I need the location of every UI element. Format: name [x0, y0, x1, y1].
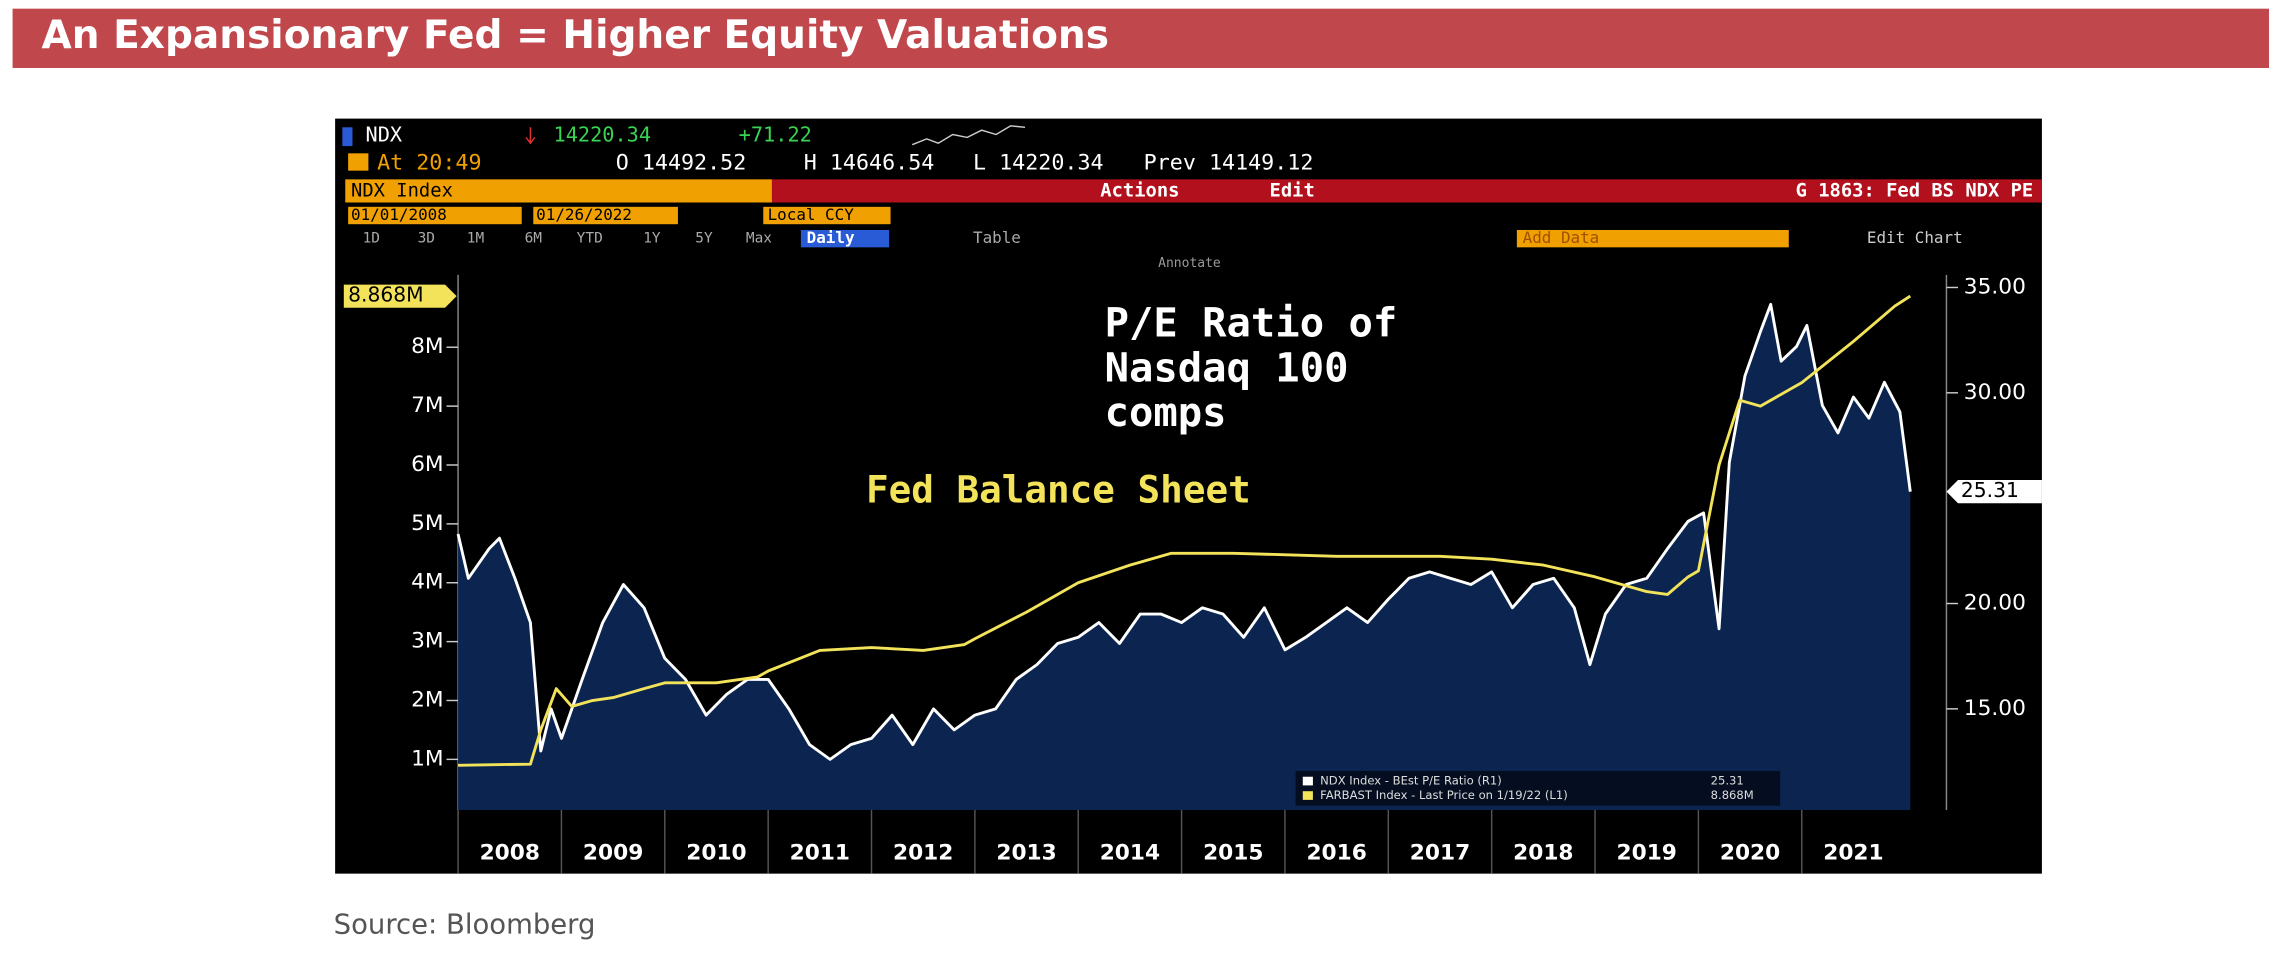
security-bar: [345, 179, 772, 203]
actions-menu[interactable]: Actions: [1100, 180, 1179, 201]
series-line: [456, 302, 1912, 761]
start-date: 01/01/2008: [351, 205, 447, 224]
security-name: NDX Index: [351, 180, 453, 201]
end-date-box[interactable]: [533, 206, 678, 225]
annotation: Nasdaq 100: [1105, 343, 1349, 391]
currency-box[interactable]: [763, 206, 891, 225]
y2-tick-label: 30.00: [1964, 380, 2026, 405]
annotation: comps: [1105, 388, 1227, 436]
range-button[interactable]: YTD: [577, 231, 603, 247]
edit-menu[interactable]: Edit: [1270, 180, 1315, 201]
annotation: P/E Ratio of: [1105, 298, 1398, 346]
series-area: [458, 304, 1911, 810]
sparkline: [911, 125, 1026, 146]
range-button[interactable]: 1Y: [643, 231, 661, 247]
x-tick-label: 2011: [790, 840, 850, 865]
down-arrow: [525, 127, 536, 145]
x-tick-label: 2021: [1823, 840, 1883, 865]
chart-id: G 1863: Fed BS NDX PE: [1796, 180, 2034, 201]
open-price: O 14492.52: [616, 150, 747, 175]
x-tick-label: 2015: [1203, 840, 1263, 865]
y2-tick-label: 15.00: [1964, 696, 2026, 721]
start-date-box[interactable]: [348, 206, 522, 225]
annotate[interactable]: Annotate: [1158, 256, 1221, 271]
quote-time: At 20:49: [377, 150, 481, 175]
y-tick-label: 5M: [411, 511, 444, 536]
x-tick-label: 2009: [583, 840, 643, 865]
prev-close: Prev 14149.12: [1144, 150, 1314, 175]
slide-title: An Expansionary Fed = Higher Equity Valu…: [42, 13, 1109, 58]
title-banner: [12, 8, 2269, 68]
y-tick-label: 8M: [411, 334, 444, 359]
x-tick-label: 2019: [1617, 840, 1677, 865]
x-tick-label: 2017: [1410, 840, 1470, 865]
x-tick-label: 2016: [1306, 840, 1366, 865]
source: Source: Bloomberg: [334, 909, 596, 941]
y-tick-label: 4M: [411, 570, 444, 595]
series-line: [458, 294, 1912, 767]
range-button[interactable]: 3D: [418, 231, 435, 247]
high-price: H 14646.54: [804, 150, 935, 175]
legend-value: 8.868M: [1711, 788, 1754, 802]
range-button[interactable]: 1D: [363, 231, 380, 247]
y-tick-label: 1M: [411, 746, 444, 771]
ticker-icon: [342, 127, 353, 147]
y-tick-label: 6M: [411, 452, 444, 477]
y-tick-label: 2M: [411, 687, 444, 712]
range-button[interactable]: Max: [746, 231, 772, 247]
time-icon: [348, 153, 369, 171]
add-data: Add Data: [1523, 228, 1600, 247]
y2-tick-label: 35.00: [1964, 274, 2026, 299]
x-tick-label: 2013: [996, 840, 1056, 865]
frequency-box[interactable]: [800, 229, 890, 248]
range-button[interactable]: 1M: [467, 231, 485, 247]
x-tick-label: 2012: [893, 840, 953, 865]
annotation: Fed Balance Sheet: [866, 467, 1251, 511]
x-tick-label: 2008: [480, 840, 540, 865]
last-value-label: 8.868M: [348, 283, 423, 307]
menu-bar: [771, 179, 2042, 203]
range-button[interactable]: 5Y: [695, 231, 713, 247]
x-tick-label: 2018: [1513, 840, 1573, 865]
last-value-tag: [1946, 480, 2042, 504]
low-price: L 14220.34: [973, 150, 1104, 175]
x-tick-label: 2010: [686, 840, 746, 865]
last-price: 14220.34: [554, 122, 652, 146]
price-change: +71.22: [739, 122, 812, 146]
legend-value: 25.31: [1711, 774, 1744, 788]
range-button[interactable]: 6M: [525, 231, 543, 247]
y-tick-label: 7M: [411, 393, 444, 418]
legend-label: NDX Index - BEst P/E Ratio (R1): [1320, 774, 1502, 788]
y2-tick-label: 20.00: [1964, 591, 2026, 616]
edit-chart[interactable]: Edit Chart: [1867, 228, 1963, 247]
ticker: NDX: [366, 122, 403, 146]
legend-swatch: [1302, 776, 1313, 786]
end-date: 01/26/2022: [536, 205, 632, 224]
add-data-box[interactable]: [1516, 229, 1789, 248]
last-value-label: 25.31: [1961, 478, 2019, 502]
x-tick-label: 2014: [1100, 840, 1160, 865]
currency: Local CCY: [768, 205, 855, 224]
frequency: Daily: [807, 228, 855, 247]
legend-label: FARBAST Index - Last Price on 1/19/22 (L…: [1320, 788, 1568, 802]
last-value-tag: [343, 284, 457, 308]
x-tick-label: 2020: [1720, 840, 1780, 865]
y-tick-label: 3M: [411, 629, 444, 654]
legend-box: [1295, 770, 1781, 806]
legend-swatch: [1302, 791, 1313, 800]
table-button[interactable]: Table: [973, 228, 1021, 247]
